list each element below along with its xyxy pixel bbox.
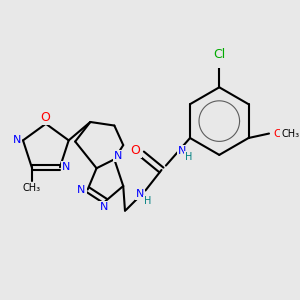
Text: CH₃: CH₃ [281,128,299,139]
Text: H: H [185,152,193,162]
Text: O: O [131,144,141,157]
Text: N: N [100,202,108,212]
Text: N: N [114,151,122,161]
Text: N: N [62,162,70,172]
Text: N: N [136,189,144,199]
Text: N: N [77,184,86,195]
Text: Cl: Cl [213,48,225,61]
Text: H: H [144,196,152,206]
Text: N: N [13,135,21,146]
Text: O: O [40,111,50,124]
Text: N: N [178,146,186,156]
Text: O: O [274,128,282,139]
Text: CH₃: CH₃ [23,183,41,193]
